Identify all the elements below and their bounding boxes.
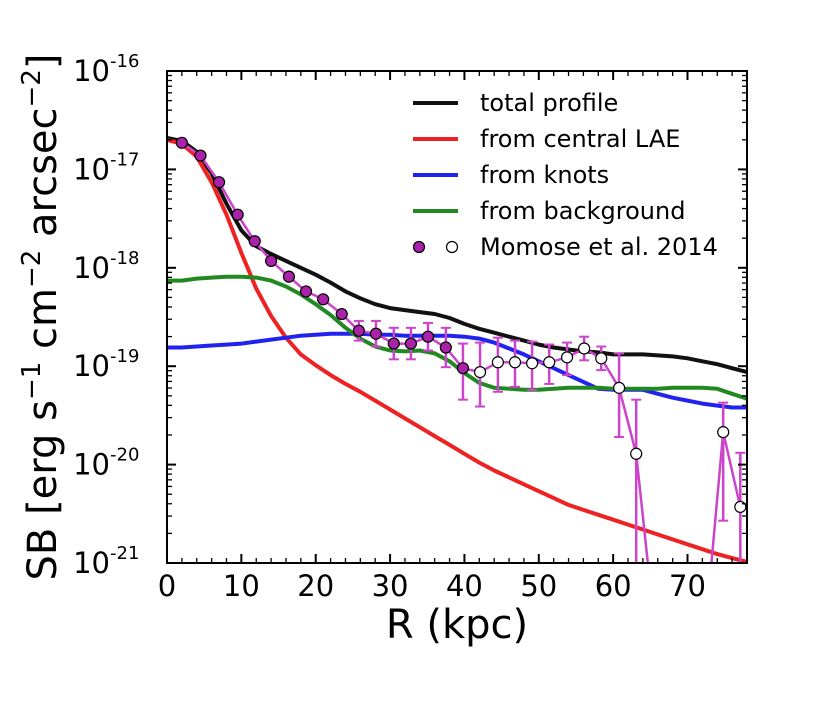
data-point-filled — [404, 337, 417, 350]
series-line-from-knots — [167, 331, 747, 410]
data-point-filled — [299, 285, 313, 298]
legend-label-from-knots: from knots — [480, 161, 609, 189]
series-line-from-central-lae — [167, 137, 747, 563]
data-point-open — [473, 366, 487, 379]
data-point-open — [491, 356, 504, 369]
error-bar — [649, 562, 660, 563]
data-point-open — [666, 617, 677, 628]
data-point-filled — [212, 176, 226, 189]
y-tick-label: 10 — [73, 251, 110, 285]
error-bar — [614, 352, 625, 439]
legend-label-from-central-lae: from central LAE — [480, 125, 680, 153]
data-point-filled — [248, 235, 261, 248]
data-point-filled — [387, 337, 400, 350]
y-tick-label: 10 — [73, 152, 110, 186]
data-point-filled — [317, 293, 330, 306]
data-point-open — [543, 356, 556, 369]
legend-label-momose: Momose et al. 2014 — [480, 233, 718, 261]
legend-label-from-background: from background — [480, 197, 685, 225]
data-point-open — [595, 352, 608, 365]
legend: total profile from central LAE from knots f… — [412, 89, 718, 261]
x-tick-label: 0 — [158, 569, 176, 603]
x-tick-label: 40 — [446, 569, 483, 603]
data-point-open — [683, 617, 694, 628]
data-point-filled — [369, 327, 383, 340]
y-axis-label: SB [erg s−1 cm−2 arcsec−2] — [17, 54, 66, 581]
y-tick-exponent: -21 — [110, 543, 139, 564]
y-tick-label: 10 — [73, 546, 110, 580]
data-point-open — [578, 342, 591, 355]
data-point-open — [508, 356, 522, 369]
y-tick-exponent: -19 — [110, 346, 139, 367]
error-bar — [631, 398, 642, 563]
data-point-open — [526, 357, 539, 370]
data-point-filled — [335, 307, 348, 321]
x-tick-label: 70 — [669, 569, 706, 603]
observation-points — [175, 136, 747, 628]
data-point-open — [649, 617, 660, 628]
legend-marker-open — [445, 240, 459, 254]
x-axis-label: R (kpc) — [386, 602, 528, 648]
x-tick-label: 60 — [595, 569, 632, 603]
data-point-open — [701, 617, 712, 628]
data-point-open — [560, 351, 574, 364]
data-point-filled — [194, 149, 207, 162]
legend-marker-filled — [412, 240, 426, 254]
data-point-filled — [456, 362, 470, 375]
data-point-open — [630, 447, 643, 460]
data-point-open — [734, 500, 747, 514]
plot-frame — [166, 70, 748, 564]
data-point-filled — [265, 254, 278, 268]
data-point-filled — [282, 270, 296, 283]
y-tick-exponent: -17 — [110, 149, 139, 170]
x-tick-label: 20 — [297, 569, 334, 603]
data-point-filled — [421, 330, 435, 343]
x-tick-label: 10 — [223, 569, 260, 603]
y-tick-label: 10 — [73, 349, 110, 383]
data-point-filled — [231, 208, 244, 221]
data-point-open — [717, 426, 730, 439]
error-bar — [718, 401, 729, 522]
data-point-filled — [352, 324, 365, 337]
y-tick-label: 10 — [73, 448, 110, 482]
legend-label-total-profile: total profile — [480, 89, 618, 117]
data-point-open — [613, 381, 626, 394]
y-tick-exponent: -18 — [110, 248, 139, 269]
x-axis-ticks: 0 10 20 30 40 50 60 70 — [158, 71, 733, 603]
x-tick-label: 50 — [520, 569, 557, 603]
y-tick-exponent: -20 — [110, 445, 139, 466]
x-tick-label: 30 — [372, 569, 409, 603]
y-tick-label: 10 — [73, 54, 110, 88]
data-point-filled — [175, 136, 188, 149]
data-point-filled — [439, 341, 452, 354]
y-tick-exponent: -16 — [110, 51, 139, 72]
